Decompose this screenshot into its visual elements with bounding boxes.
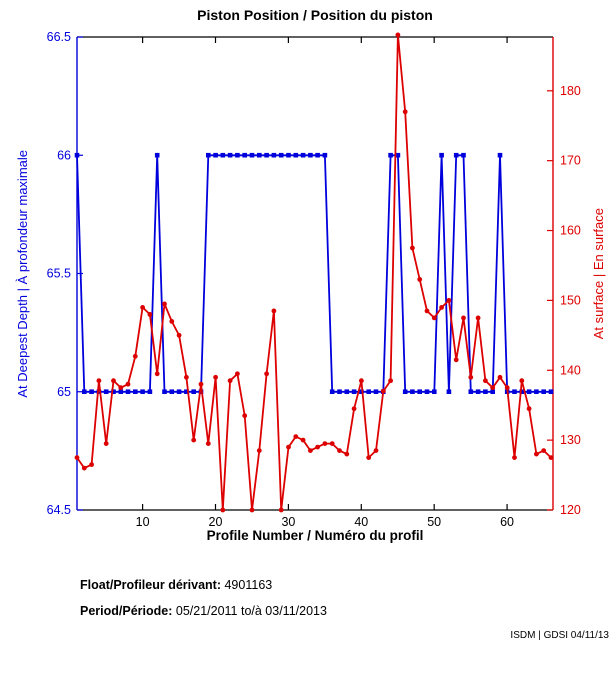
svg-text:170: 170 — [560, 154, 581, 168]
float-annotation: Float/Profileur dérivant: 4901163 — [80, 578, 272, 592]
right-axis-title: At surface | En surface — [590, 207, 606, 340]
right-axis-tick-labels: 120 130 140 150 160 170 180 — [560, 84, 581, 517]
svg-text:120: 120 — [560, 503, 581, 517]
x-axis-title: Profile Number / Numéro du profil — [206, 528, 424, 543]
x-axis-ticks — [142, 37, 508, 510]
chart-title: Piston Position / Position du piston — [197, 7, 433, 23]
svg-text:66.5: 66.5 — [47, 30, 71, 44]
svg-text:180: 180 — [560, 84, 581, 98]
svg-text:30: 30 — [281, 515, 295, 529]
float-label: Float/Profileur dérivant: — [80, 578, 221, 592]
float-value: 4901163 — [224, 578, 273, 592]
svg-text:66: 66 — [57, 148, 71, 162]
period-annotation: Period/Période: 05/21/2011 to/à 03/11/20… — [80, 604, 327, 618]
left-axis-tick-labels: 64.5 65 65.5 66 66.5 — [47, 30, 71, 517]
svg-text:64.5: 64.5 — [47, 503, 71, 517]
svg-text:150: 150 — [560, 293, 581, 307]
right-axis-ticks — [547, 90, 553, 511]
svg-text:140: 140 — [560, 363, 581, 377]
deepest-depth-series — [74, 152, 554, 394]
period-value: 05/21/2011 to/à 03/11/2013 — [175, 604, 327, 618]
left-axis-ticks — [77, 36, 83, 511]
svg-text:130: 130 — [560, 433, 581, 447]
x-axis-tick-labels: 10 20 30 40 50 60 — [136, 515, 514, 529]
credit-stamp: ISDM | GDSI 04/11/13 — [510, 630, 609, 641]
svg-text:50: 50 — [427, 515, 441, 529]
svg-text:10: 10 — [136, 515, 150, 529]
svg-text:40: 40 — [354, 515, 368, 529]
surface-series — [74, 32, 554, 513]
svg-text:65.5: 65.5 — [47, 267, 71, 281]
left-axis-title: At Deepest Depth | À profondeur maximale — [14, 149, 30, 398]
svg-text:65: 65 — [57, 385, 71, 399]
period-label: Period/Période: — [80, 604, 173, 618]
svg-text:160: 160 — [560, 224, 581, 238]
svg-text:60: 60 — [500, 515, 514, 529]
svg-text:20: 20 — [209, 515, 223, 529]
